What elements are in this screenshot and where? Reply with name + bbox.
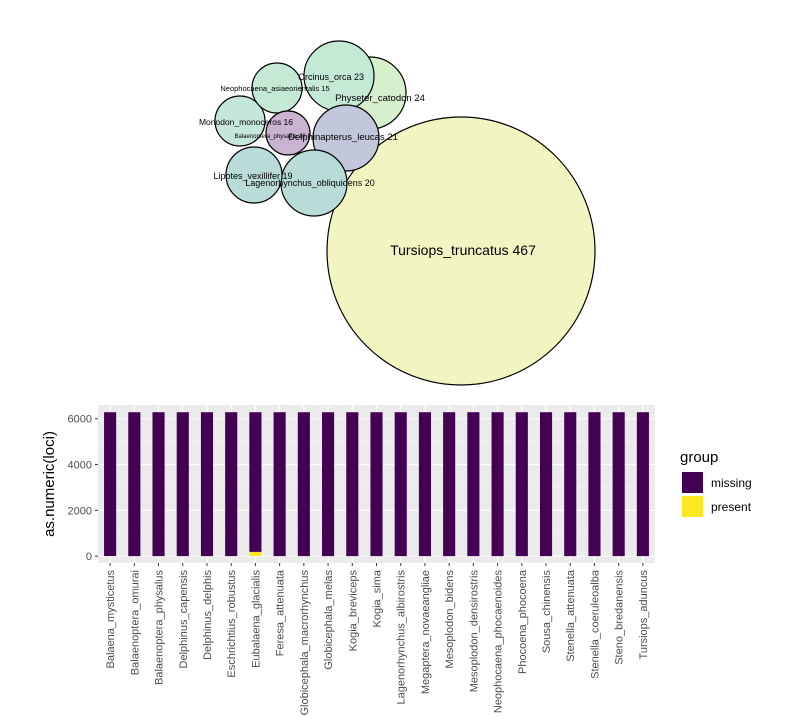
bar-missing (176, 412, 189, 557)
legend-label: present (711, 500, 752, 514)
bar-missing (418, 412, 431, 557)
bubble-label: Orcinus_orca 23 (298, 72, 364, 82)
x-tick-label: Stenella_coeruleoalba (589, 569, 601, 679)
x-tick-label: Megaptera_novaeangliae (420, 570, 432, 694)
bubble (265, 110, 311, 156)
bar-missing (346, 412, 359, 557)
bubble-label: Monodon_monoceros 16 (199, 117, 293, 127)
x-tick-label: Delphinus_delphis (202, 570, 214, 660)
legend: group missing present (680, 449, 752, 517)
bar-present (249, 551, 262, 557)
bar-missing (200, 412, 214, 557)
bar-missing (467, 412, 480, 557)
bubble-chart: Tursiops_truncatus 467 Physeter_catodon 2… (199, 40, 596, 386)
bar-missing (128, 412, 141, 557)
x-tick-label: Globicephala_macrorhynchus (299, 570, 311, 716)
bar-missing (491, 412, 504, 557)
x-tick-label: Lagenorhynchus_albirostris (396, 570, 408, 705)
bubble-label: Lipotes_vexillifer 19 (213, 171, 292, 181)
x-tick-label: Kogia_breviceps (347, 570, 359, 652)
bubble-label: Tursiops_truncatus 467 (390, 242, 536, 258)
x-tick-label: Balaenoptera_omurai (129, 570, 141, 675)
x-tick-label: Globicephala_melas (323, 570, 335, 670)
bubble (326, 116, 596, 386)
bar-missing (225, 412, 238, 557)
bar-missing (249, 412, 262, 552)
bar-missing (443, 412, 456, 557)
bar-missing (636, 412, 649, 557)
x-tick-label: Mesoplodon_densirostris (468, 570, 480, 693)
bar-missing (370, 412, 383, 557)
bubble-label: Lagenorhynchus_obliquidens 20 (245, 178, 375, 188)
bar-missing (612, 412, 625, 557)
y-tick-label: 4000 (68, 460, 92, 472)
x-tick-label: Steno_bredanensis (614, 570, 626, 665)
bar-missing (588, 412, 601, 557)
x-tick-label: Phocoena_phocoena (517, 569, 529, 674)
x-tick-label: Eubalaena_glacialis (250, 570, 262, 668)
bar-missing (104, 412, 117, 557)
bubble-label: Balaenoptera_physalus 10 (234, 134, 306, 140)
bubble (251, 62, 303, 114)
x-tick-label: Mesoplodon_bidens (444, 570, 456, 669)
y-tick-label: 6000 (68, 414, 92, 426)
x-tick-label: Sousa_chinensis (541, 570, 553, 654)
bar-missing (564, 412, 577, 557)
bar-missing (297, 412, 310, 557)
bubble-label: Neophocaena_asiaeorientalis 15 (220, 84, 329, 93)
x-tick-label: Stenella_attenuata (565, 569, 577, 662)
x-tick-label: Balaenoptera_physalus (154, 570, 166, 685)
y-tick-label: 2000 (68, 505, 92, 517)
bubble (214, 95, 266, 147)
bar-missing (322, 412, 335, 557)
y-axis-label: as.numeric(loci) (41, 431, 58, 537)
bar-chart: 0 2000 4000 6000 Balaena_mysticetus Balaenop… (41, 405, 752, 716)
x-axis: Balaena_mysticetus Balaenoptera_omurai Bal… (105, 563, 650, 716)
bar-missing (273, 412, 286, 557)
x-tick-label: Eschrichtius_robustus (226, 570, 238, 678)
x-tick-label: Delphinus_capensis (178, 570, 190, 669)
legend-key (682, 472, 703, 493)
legend-key (682, 496, 703, 517)
bar-missing (515, 412, 528, 557)
bar-missing (152, 412, 165, 557)
x-tick-label: Kogia_sima (372, 569, 384, 627)
x-tick-label: Neophocaena_phocaenoides (493, 570, 505, 714)
legend-title: group (680, 449, 718, 466)
x-tick-label: Tursiops_aduncus (638, 570, 650, 660)
bubble-label: Delphinapterus_leucas 21 (288, 132, 398, 143)
y-axis: 0 2000 4000 6000 (68, 414, 98, 563)
bar-missing (394, 412, 407, 557)
x-tick-label: Feresa_attenuata (275, 569, 287, 656)
x-tick-label: Balaena_mysticetus (105, 570, 117, 669)
y-tick-label: 0 (86, 551, 92, 563)
bubble-label: Physeter_catodon 24 (335, 93, 425, 104)
bars (104, 412, 649, 557)
legend-label: missing (711, 476, 752, 490)
bar-missing (539, 412, 553, 557)
bubble (225, 146, 283, 204)
